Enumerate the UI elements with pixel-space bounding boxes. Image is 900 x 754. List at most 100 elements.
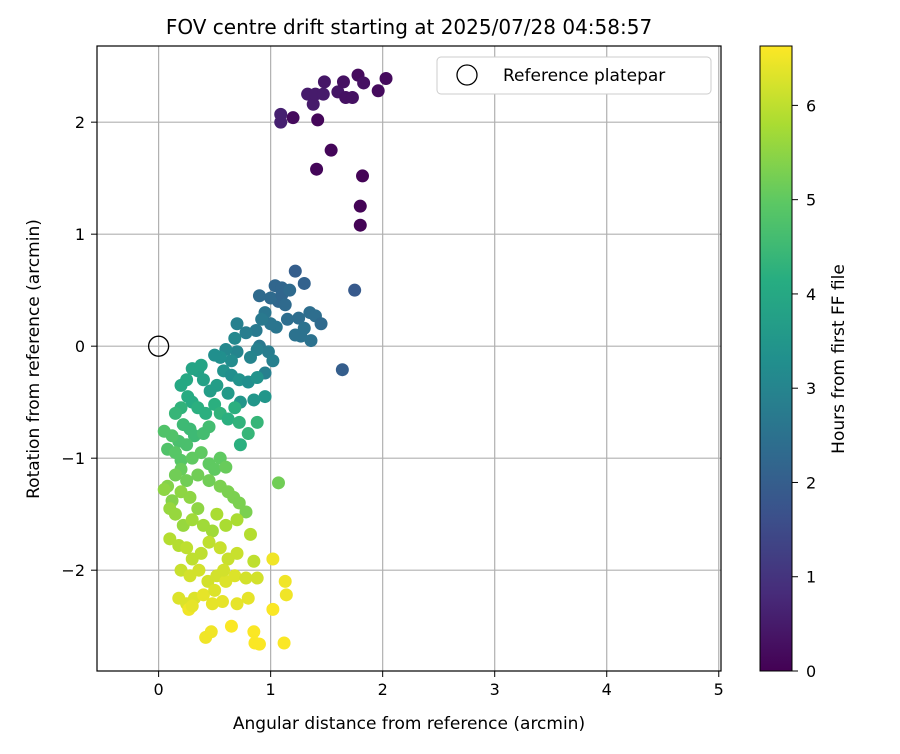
data-point — [228, 331, 242, 345]
data-point — [157, 424, 171, 438]
data-point — [204, 625, 218, 639]
colorbar: 0 1 2 3 4 5 6 — [759, 45, 816, 681]
data-point — [353, 199, 367, 213]
data-point — [292, 311, 306, 325]
data-point — [279, 588, 293, 602]
data-point — [199, 406, 213, 420]
data-point — [202, 535, 216, 549]
data-point — [288, 264, 302, 278]
data-point — [316, 87, 330, 101]
y-tick-label: −2 — [61, 561, 85, 580]
data-point — [224, 619, 238, 633]
x-tick-label: 5 — [714, 680, 724, 699]
data-point — [224, 354, 238, 368]
data-point — [185, 599, 199, 613]
data-point — [258, 390, 272, 404]
data-point — [194, 546, 208, 560]
data-point — [202, 420, 216, 434]
data-point — [286, 111, 300, 125]
y-tick-label: 0 — [75, 337, 85, 356]
data-point — [183, 490, 197, 504]
data-point — [297, 276, 311, 290]
data-point — [310, 162, 324, 176]
data-point — [278, 574, 292, 588]
data-point — [311, 113, 325, 127]
data-point — [157, 483, 171, 497]
data-point — [255, 312, 269, 326]
data-point — [194, 358, 208, 372]
data-point — [314, 317, 328, 331]
data-point — [232, 496, 246, 510]
data-point — [252, 289, 266, 303]
data-point — [174, 453, 188, 467]
data-point — [250, 415, 264, 429]
data-point — [233, 438, 247, 452]
data-point — [185, 513, 199, 527]
data-point — [243, 350, 257, 364]
data-point — [241, 591, 255, 605]
data-point — [163, 532, 177, 546]
colorbar-tick-label: 3 — [806, 379, 816, 398]
plot-frame — [96, 45, 722, 672]
data-point — [230, 546, 244, 560]
x-tick-label: 3 — [490, 680, 500, 699]
data-point — [221, 412, 235, 426]
data-point — [208, 348, 222, 362]
data-point — [250, 371, 264, 385]
data-point — [221, 386, 235, 400]
data-point — [208, 583, 222, 597]
data-point — [191, 502, 205, 516]
y-tick-label: −1 — [61, 449, 85, 468]
data-point — [228, 569, 242, 583]
data-point — [336, 75, 350, 89]
colorbar-tick-label: 0 — [806, 662, 816, 681]
data-point — [278, 298, 292, 312]
legend-label: Reference platepar — [503, 66, 665, 86]
reference-point-marker — [147, 335, 170, 357]
data-point — [213, 541, 227, 555]
data-point — [219, 460, 233, 474]
data-point — [230, 513, 244, 527]
data-point — [180, 474, 194, 488]
data-point — [324, 143, 338, 157]
data-point — [217, 563, 231, 577]
colorbar-tick-label: 6 — [806, 96, 816, 115]
data-point — [239, 505, 253, 519]
data-point — [168, 406, 182, 420]
data-point — [230, 317, 244, 331]
data-point — [215, 595, 229, 609]
data-point — [353, 218, 367, 232]
data-point — [180, 541, 194, 555]
data-point — [196, 588, 210, 602]
data-point — [249, 323, 263, 337]
data-point — [280, 312, 294, 326]
legend-box — [436, 56, 712, 95]
data-point — [266, 552, 280, 566]
x-axis-label: Angular distance from reference (arcmin) — [233, 714, 585, 734]
data-point — [232, 415, 246, 429]
x-tick-label: 4 — [602, 680, 612, 699]
data-point — [230, 597, 244, 611]
data-point — [264, 291, 278, 305]
data-point — [191, 468, 205, 482]
legend-marker-icon — [456, 64, 478, 86]
data-point — [274, 107, 288, 121]
data-point — [348, 283, 362, 297]
data-point — [379, 71, 393, 85]
data-point — [210, 507, 224, 521]
data-point — [271, 476, 285, 490]
data-point — [266, 354, 280, 368]
data-point — [192, 563, 206, 577]
colorbar-tick-label: 5 — [806, 191, 816, 210]
x-tick-label: 0 — [154, 680, 164, 699]
data-point — [243, 527, 257, 541]
data-point — [288, 328, 302, 342]
y-tick-label: 2 — [75, 113, 85, 132]
data-point — [168, 507, 182, 521]
data-point — [357, 76, 371, 90]
colorbar-tick-label: 2 — [806, 473, 816, 492]
data-point — [205, 597, 219, 611]
data-point — [239, 571, 253, 585]
data-point — [277, 636, 291, 650]
